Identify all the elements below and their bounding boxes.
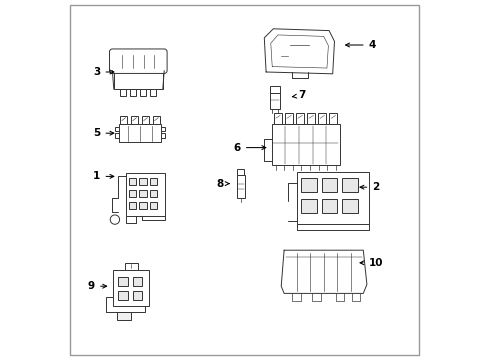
Bar <box>321 199 337 212</box>
Bar <box>328 113 336 124</box>
Bar <box>120 116 127 124</box>
Bar <box>306 113 314 124</box>
Bar <box>115 133 119 138</box>
Text: 7: 7 <box>292 90 305 100</box>
Bar <box>139 202 146 209</box>
Bar <box>114 71 163 89</box>
Circle shape <box>110 215 120 224</box>
Bar <box>342 178 358 192</box>
Bar <box>129 89 136 96</box>
Bar <box>118 291 127 300</box>
Bar <box>117 312 131 320</box>
Bar <box>237 170 244 175</box>
Bar <box>140 89 146 96</box>
Bar <box>317 113 325 124</box>
Bar <box>300 178 316 192</box>
Bar <box>321 178 337 192</box>
Bar <box>128 202 136 209</box>
Bar <box>237 175 244 198</box>
FancyBboxPatch shape <box>109 49 167 73</box>
Bar <box>271 124 339 166</box>
Text: 5: 5 <box>93 128 114 138</box>
Bar <box>139 190 146 197</box>
Bar <box>342 199 358 212</box>
Bar <box>161 127 165 131</box>
Text: 10: 10 <box>359 258 383 268</box>
Bar <box>150 178 157 185</box>
Text: 2: 2 <box>359 182 379 192</box>
Text: 4: 4 <box>345 40 375 50</box>
Bar <box>119 124 161 142</box>
Text: 8: 8 <box>216 179 229 189</box>
Bar <box>149 89 156 96</box>
Bar <box>124 263 137 270</box>
Bar <box>133 277 142 286</box>
Bar <box>128 178 136 185</box>
Text: 3: 3 <box>93 67 114 77</box>
Bar <box>273 113 281 124</box>
Bar <box>150 202 157 209</box>
Bar <box>131 116 138 124</box>
Bar <box>300 199 316 212</box>
Bar <box>133 291 142 300</box>
Bar <box>295 113 303 124</box>
Bar <box>125 173 165 216</box>
Bar <box>161 133 165 138</box>
Text: 9: 9 <box>88 281 106 291</box>
Bar <box>113 270 149 306</box>
Bar <box>120 89 126 96</box>
Bar <box>139 178 146 185</box>
Bar <box>150 190 157 197</box>
Text: 6: 6 <box>233 143 265 153</box>
Bar <box>296 172 368 224</box>
Bar <box>118 277 127 286</box>
Bar <box>270 86 279 93</box>
Bar <box>128 190 136 197</box>
Bar <box>284 113 292 124</box>
Bar <box>269 93 280 109</box>
Bar <box>153 116 160 124</box>
Bar <box>115 127 119 131</box>
Bar <box>142 116 149 124</box>
Text: 1: 1 <box>93 171 114 181</box>
